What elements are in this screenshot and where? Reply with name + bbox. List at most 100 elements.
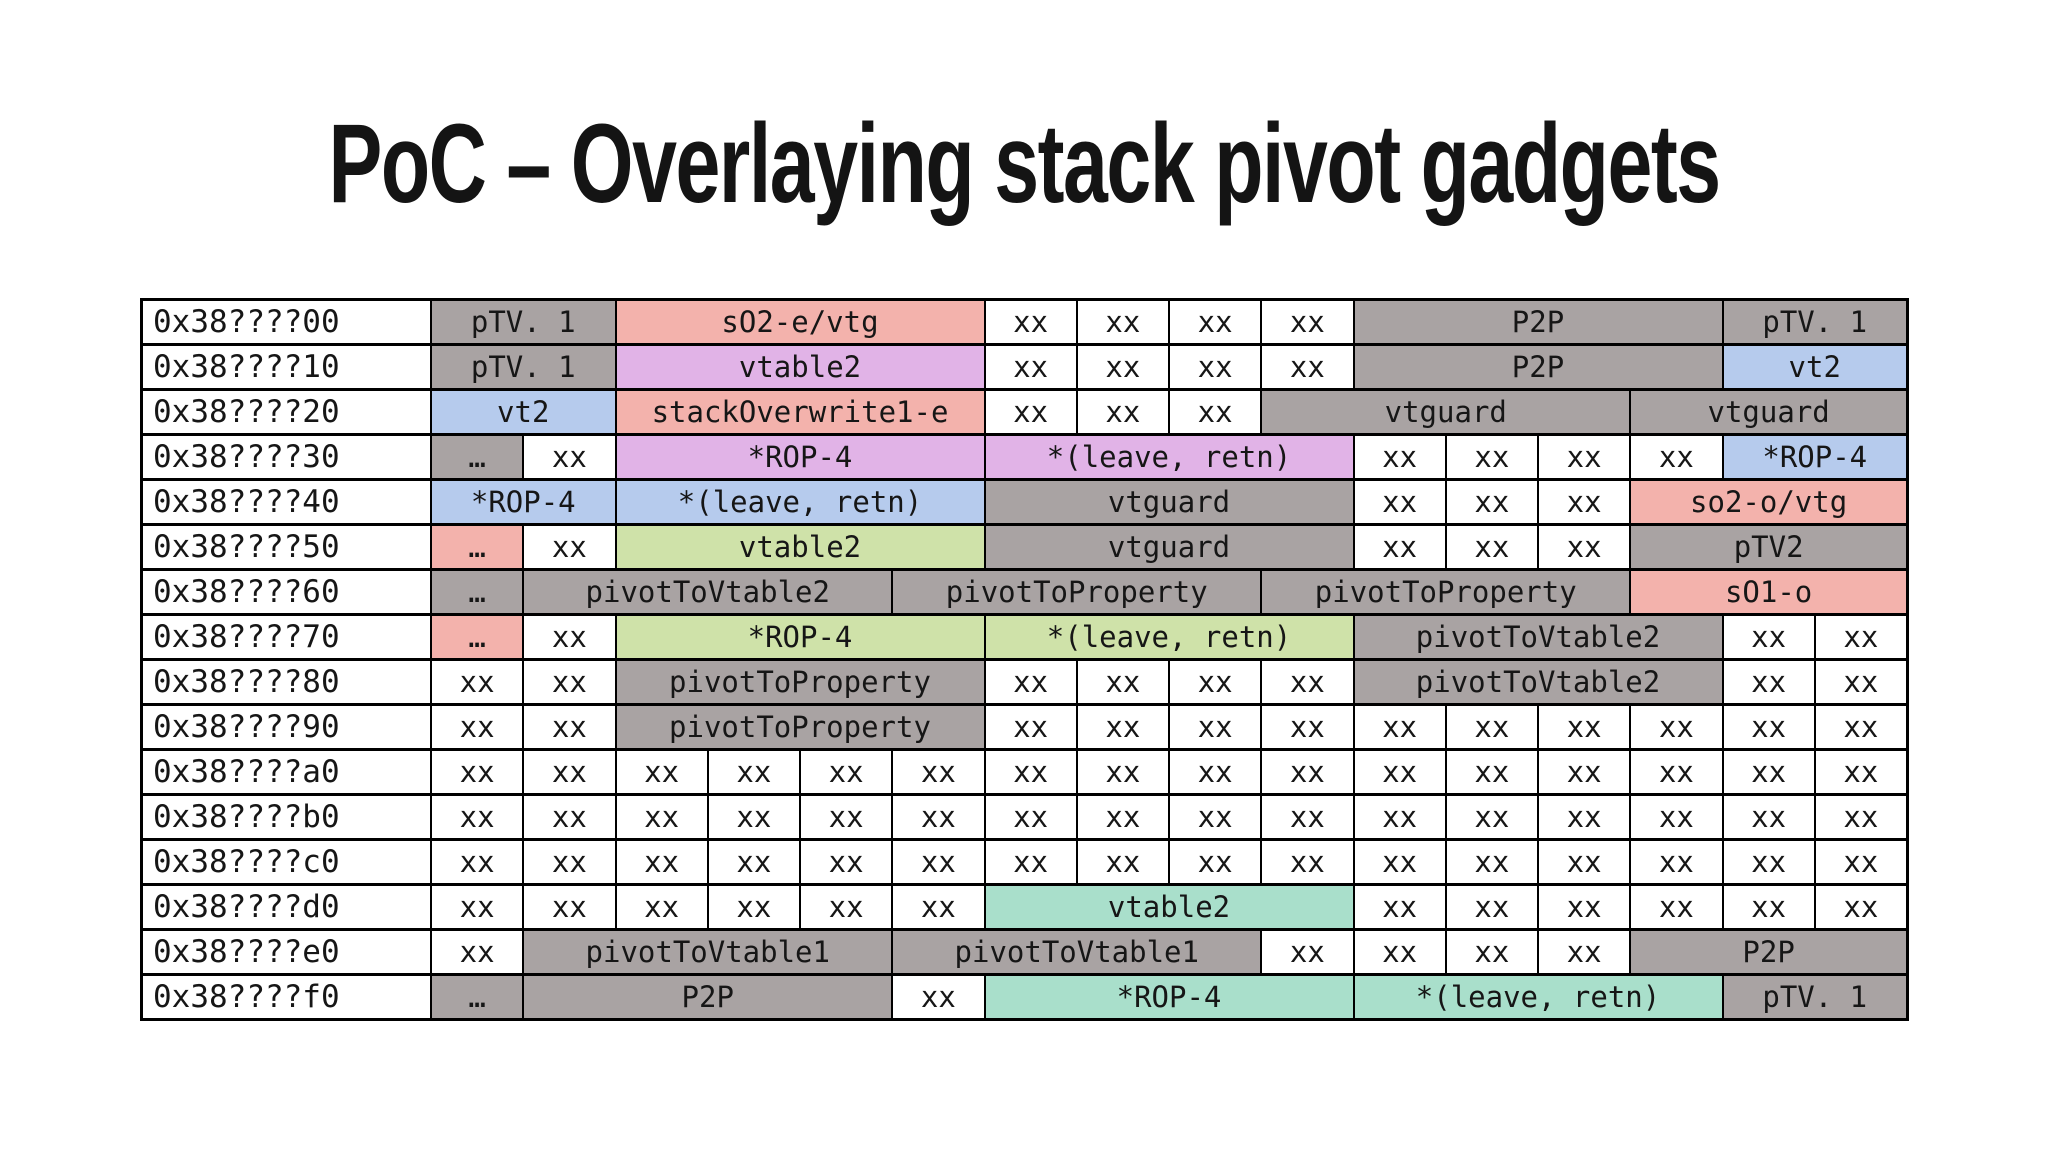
memory-cell: pTV. 1 <box>1723 301 1906 343</box>
memory-cell: xx <box>1170 706 1261 748</box>
table-row: 0x38????a0 xx xx xx xx xx xx xx xx xx xx xx xx xx xx xx… <box>143 751 1906 793</box>
memory-cell: xx <box>1077 841 1168 883</box>
memory-cell: xx <box>524 661 615 703</box>
row-address: 0x38????b0 <box>143 796 430 838</box>
row-address: 0x38????50 <box>143 526 430 568</box>
memory-cell: pivotToVtable2 <box>524 571 892 613</box>
memory-cell: xx <box>1077 706 1168 748</box>
memory-cell: xx <box>1262 706 1353 748</box>
memory-cell: xx <box>801 841 892 883</box>
memory-cell: xx <box>1354 796 1445 838</box>
memory-cell: xx <box>616 841 707 883</box>
memory-cell: pivotToProperty <box>616 661 984 703</box>
memory-cell: xx <box>1539 436 1630 478</box>
memory-cell: xx <box>1631 706 1722 748</box>
memory-cell: xx <box>1170 301 1261 343</box>
memory-cell: xx <box>985 346 1076 388</box>
row-address: 0x38????70 <box>143 616 430 658</box>
memory-cell: xx <box>1262 301 1353 343</box>
memory-cell: xx <box>524 751 615 793</box>
memory-cell: xx <box>708 841 799 883</box>
memory-cell: pivotToVtable2 <box>1354 661 1722 703</box>
memory-cell: xx <box>1170 796 1261 838</box>
memory-cell: xx <box>524 841 615 883</box>
table-row: 0x38????e0 xx pivotToVtable1 pivotToVtable1… <box>143 931 1906 973</box>
memory-cell: vtable2 <box>616 526 984 568</box>
row-address: 0x38????e0 <box>143 931 430 973</box>
memory-cell: vt2 <box>432 391 615 433</box>
memory-cell: sO1-o <box>1631 571 1906 613</box>
row-address: 0x38????00 <box>143 301 430 343</box>
memory-cell: xx <box>1631 796 1722 838</box>
memory-cell: xx <box>1262 931 1353 973</box>
memory-cell: xx <box>524 706 615 748</box>
memory-cell: xx <box>1539 796 1630 838</box>
memory-cell: xx <box>1723 796 1814 838</box>
memory-cell: xx <box>801 796 892 838</box>
memory-cell: xx <box>1723 616 1814 658</box>
memory-cell: xx <box>1539 526 1630 568</box>
memory-cell: xx <box>432 841 523 883</box>
row-address: 0x38????c0 <box>143 841 430 883</box>
table-row: 0x38????20 vt2 stackOverwrite1-e xx xx xx vtgu… <box>143 391 1906 433</box>
memory-cell: xx <box>616 796 707 838</box>
memory-cell: pivotToVtable1 <box>524 931 892 973</box>
row-address: 0x38????80 <box>143 661 430 703</box>
memory-cell: xx <box>985 301 1076 343</box>
memory-cell: pTV. 1 <box>432 301 615 343</box>
memory-cell: xx <box>1354 841 1445 883</box>
memory-cell: *(leave, retn) <box>1354 976 1722 1018</box>
memory-cell: pTV. 1 <box>432 346 615 388</box>
memory-cell: xx <box>1077 661 1168 703</box>
memory-cell: *(leave, retn) <box>985 616 1353 658</box>
table-row: 0x38????50… xx vtable2 vtguard xx xx xx pTV2 <box>143 526 1906 568</box>
memory-cell: xx <box>1446 481 1537 523</box>
memory-cell: xx <box>1815 796 1906 838</box>
memory-cell: xx <box>985 841 1076 883</box>
memory-cell: xx <box>1170 661 1261 703</box>
table-row: 0x38????10 pTV. 1 vtable2 xx xx xx xx P2P vt2 <box>143 346 1906 388</box>
memory-cell: xx <box>1170 841 1261 883</box>
table-row: 0x38????d0 xx xx xx xx xx xx vtable2 xx xx xx xx xx x… <box>143 886 1906 928</box>
memory-cell: *ROP-4 <box>616 436 984 478</box>
table-row: 0x38????70… xx *ROP-4 *(leave, retn) pivotTo… <box>143 616 1906 658</box>
table-row: 0x38????40 *ROP-4 *(leave, retn) vtguard xx x… <box>143 481 1906 523</box>
memory-cell: xx <box>1631 841 1722 883</box>
memory-cell: xx <box>1815 661 1906 703</box>
memory-cell: xx <box>708 886 799 928</box>
memory-cell: xx <box>1170 391 1261 433</box>
memory-cell: xx <box>524 796 615 838</box>
memory-cell: xx <box>1446 886 1537 928</box>
memory-cell: xx <box>1354 436 1445 478</box>
memory-cell: xx <box>1354 751 1445 793</box>
table-row: 0x38????c0 xx xx xx xx xx xx xx xx xx xx xx xx xx xx xx… <box>143 841 1906 883</box>
memory-cell: … <box>432 616 523 658</box>
memory-cell: xx <box>1446 931 1537 973</box>
memory-cell: … <box>432 571 523 613</box>
memory-cell: xx <box>1170 346 1261 388</box>
memory-cell: xx <box>524 886 615 928</box>
memory-cell: sO2-e/vtg <box>616 301 984 343</box>
memory-cell: xx <box>893 886 984 928</box>
memory-cell: xx <box>1077 301 1168 343</box>
memory-cell: xx <box>1354 526 1445 568</box>
memory-cell: … <box>432 526 523 568</box>
memory-cell: xx <box>893 976 984 1018</box>
memory-layout-table: 0x38????00 pTV. 1 sO2-e/vtg xx xx xx xx P2P pTV.… <box>140 298 1909 1021</box>
memory-cell: xx <box>1815 886 1906 928</box>
memory-cell: xx <box>1723 841 1814 883</box>
slide-title-container: PoC – Overlaying stack pivot gadgets <box>0 108 2048 220</box>
memory-cell: vtable2 <box>985 886 1353 928</box>
memory-cell: pivotToVtable1 <box>893 931 1261 973</box>
row-address: 0x38????10 <box>143 346 430 388</box>
memory-cell: xx <box>708 751 799 793</box>
memory-cell: xx <box>1631 751 1722 793</box>
memory-cell: xx <box>1815 616 1906 658</box>
memory-cell: *(leave, retn) <box>985 436 1353 478</box>
memory-cell: xx <box>1815 706 1906 748</box>
table-row: 0x38????00 pTV. 1 sO2-e/vtg xx xx xx xx P2P pTV.… <box>143 301 1906 343</box>
memory-cell: *ROP-4 <box>616 616 984 658</box>
memory-cell: xx <box>1815 841 1906 883</box>
memory-cell: xx <box>1631 886 1722 928</box>
